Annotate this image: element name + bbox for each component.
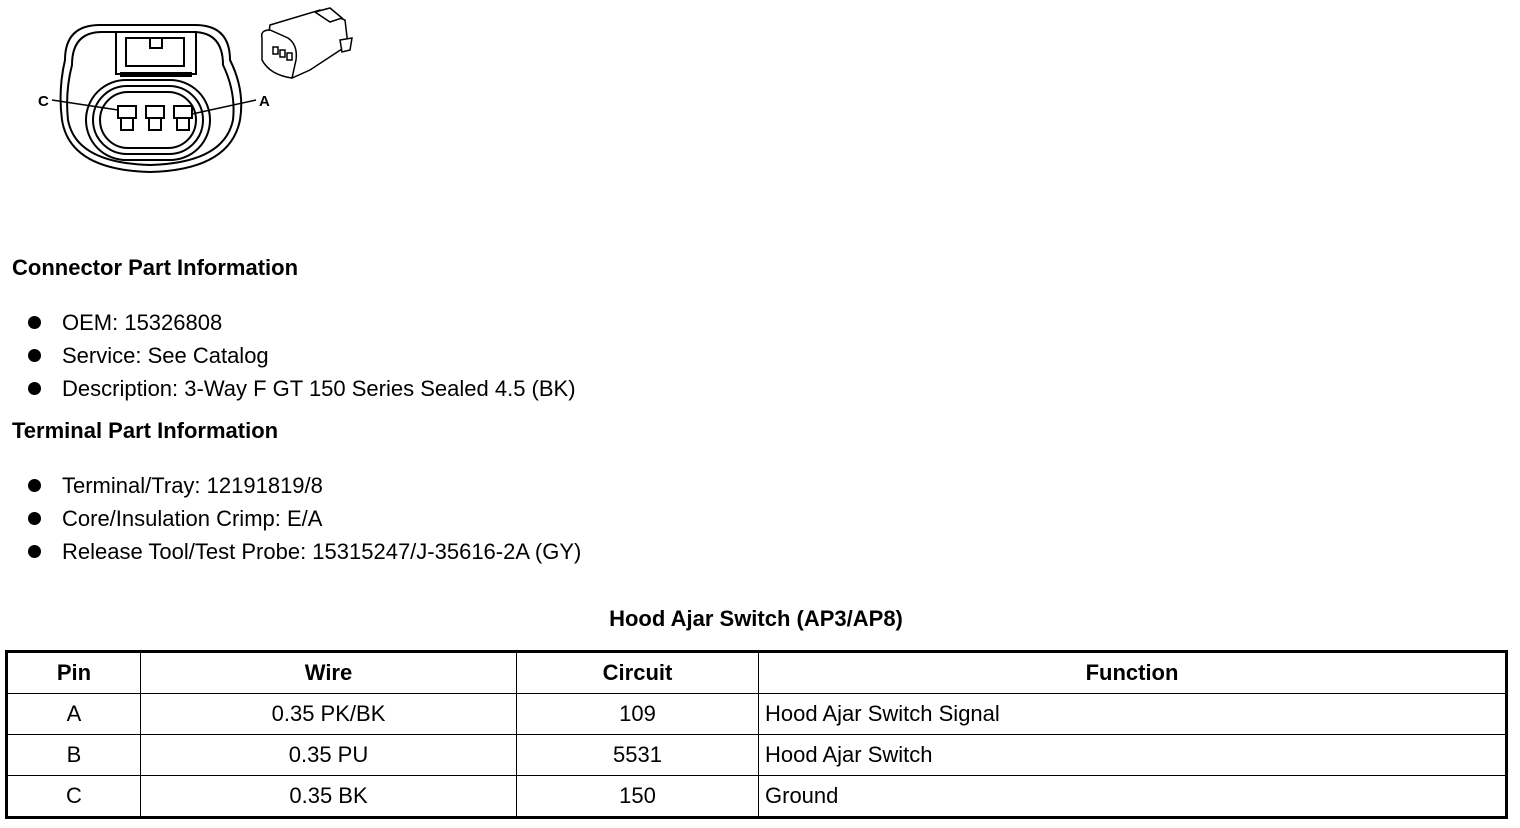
list-item: Description: 3-Way F GT 150 Series Seale… (28, 372, 576, 405)
wire-cell: 0.35 BK (140, 775, 517, 818)
function-cell: Ground (758, 775, 1507, 818)
pin-cell: A (6, 693, 141, 735)
header-wire: Wire (140, 651, 517, 694)
list-item: Core/Insulation Crimp: E/A (28, 502, 581, 535)
connector-3d-image (260, 7, 353, 79)
service-text: Service: See Catalog (62, 343, 269, 368)
wire-cell: 0.35 PU (140, 734, 517, 776)
release-tool-text: Release Tool/Test Probe: 15315247/J-3561… (62, 539, 582, 564)
circuit-cell: 109 (516, 693, 759, 735)
list-item: Terminal/Tray: 12191819/8 (28, 469, 581, 502)
list-item: OEM: 15326808 (28, 306, 576, 339)
pin-cell: C (6, 775, 141, 818)
pinout-table: Pin Wire Circuit Function A 0.35 PK/BK 1… (5, 650, 1508, 819)
table-row: C 0.35 BK 150 Ground (6, 775, 1507, 818)
table-row: B 0.35 PU 5531 Hood Ajar Switch (6, 734, 1507, 776)
bullet-icon (28, 545, 41, 558)
bullet-icon (28, 382, 41, 395)
table-title: Hood Ajar Switch (AP3/AP8) (609, 606, 903, 631)
connector-part-info-list: OEM: 15326808 Service: See Catalog Descr… (28, 306, 576, 405)
wire-cell: 0.35 PK/BK (140, 693, 517, 735)
bullet-icon (28, 479, 41, 492)
circuit-cell: 150 (516, 775, 759, 818)
bullet-icon (28, 512, 41, 525)
connector-part-info-heading: Connector Part Information (12, 255, 299, 280)
bullet-icon (28, 316, 41, 329)
header-pin: Pin (6, 651, 141, 694)
crimp-text: Core/Insulation Crimp: E/A (62, 506, 323, 531)
list-item: Release Tool/Test Probe: 15315247/J-3561… (28, 535, 581, 568)
bullet-icon (28, 349, 41, 362)
circuit-cell: 5531 (516, 734, 759, 776)
header-circuit: Circuit (516, 651, 759, 694)
oem-text: OEM: 15326808 (62, 310, 223, 335)
connector-face-diagram: C A (38, 7, 353, 174)
description-text: Description: 3-Way F GT 150 Series Seale… (62, 376, 576, 401)
header-function: Function (758, 651, 1507, 694)
terminal-part-info-heading: Terminal Part Information (12, 418, 279, 443)
pin-label-c: C (38, 93, 49, 110)
pin-cell: B (6, 734, 141, 776)
pin-label-a: A (259, 93, 270, 110)
function-cell: Hood Ajar Switch Signal (758, 693, 1507, 735)
terminal-part-info-list: Terminal/Tray: 12191819/8 Core/Insulatio… (28, 469, 581, 568)
list-item: Service: See Catalog (28, 339, 576, 372)
function-cell: Hood Ajar Switch (758, 734, 1507, 776)
table-row: A 0.35 PK/BK 109 Hood Ajar Switch Signal (6, 693, 1507, 735)
table-header-row: Pin Wire Circuit Function (6, 651, 1507, 694)
terminal-tray-text: Terminal/Tray: 12191819/8 (62, 473, 323, 498)
